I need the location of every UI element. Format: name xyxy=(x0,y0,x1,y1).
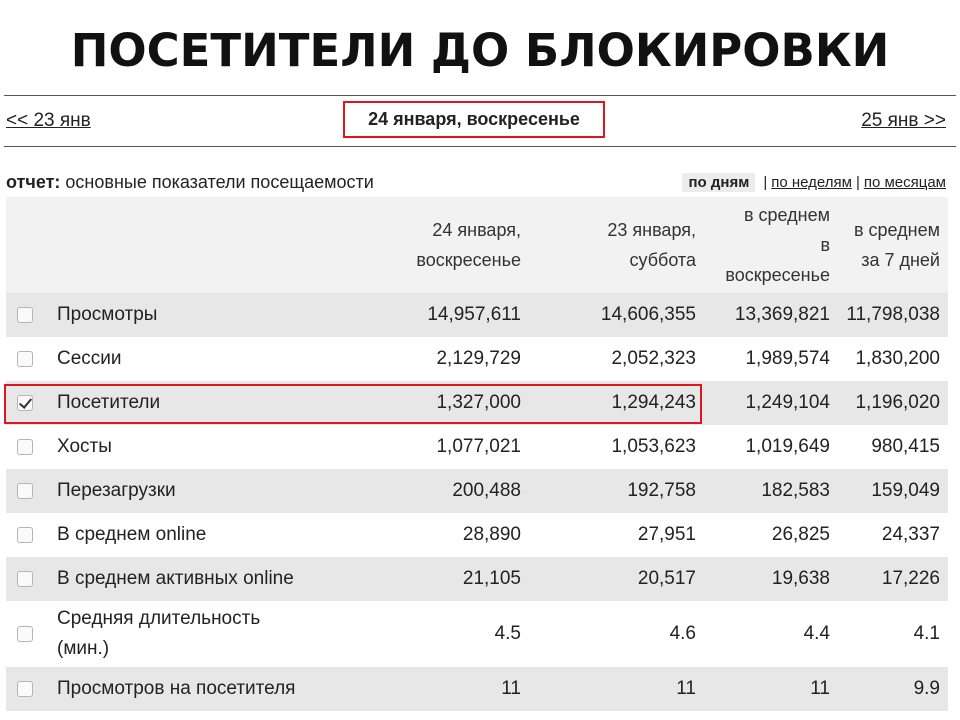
row-value: 17,226 xyxy=(881,568,940,589)
row-value: 21,105 xyxy=(462,568,521,589)
row-checkbox[interactable] xyxy=(17,571,33,587)
row-label: В среднем online xyxy=(57,524,207,545)
row-value: 14,606,355 xyxy=(600,304,696,325)
row-value: 1,294,243 xyxy=(611,392,696,413)
top-divider xyxy=(4,95,956,96)
row-label: Хосты xyxy=(57,436,112,457)
row-checkbox-checked[interactable] xyxy=(17,395,33,411)
row-label-line-2: (мин.) xyxy=(57,638,110,659)
header-col-3: в среднем в воскресенье xyxy=(725,197,830,293)
period-months-link[interactable]: по месяцам xyxy=(863,174,946,191)
row-value: 26,825 xyxy=(771,524,830,545)
row-value: 14,957,611 xyxy=(427,304,521,325)
table-row: В среднем online 28,890 27,951 26,825 24… xyxy=(6,513,948,557)
row-value: 1,830,200 xyxy=(855,348,940,369)
prev-day-link[interactable]: << 23 янв xyxy=(6,110,91,131)
row-checkbox[interactable] xyxy=(17,681,33,697)
row-value: 2,129,729 xyxy=(436,348,521,369)
header-col-3-line-2: в xyxy=(820,235,830,255)
row-value: 11 xyxy=(810,678,830,699)
header-col-4: в среднем за 7 дней xyxy=(854,197,940,293)
table-header: 24 января, воскресенье 23 января, суббот… xyxy=(6,197,948,293)
current-date-label: 24 января, воскресенье xyxy=(368,109,580,129)
row-label: Посетители xyxy=(57,392,161,413)
row-value: 4.5 xyxy=(494,623,521,644)
row-checkbox[interactable] xyxy=(17,483,33,499)
table-row: Средняя длительность (мин.) 4.5 4.6 4.4 … xyxy=(6,601,948,667)
header-col-2-line-1: 23 января, xyxy=(607,220,696,240)
row-checkbox[interactable] xyxy=(17,351,33,367)
header-col-3-line-1: в среднем xyxy=(743,205,830,225)
table-row: Сессии 2,129,729 2,052,323 1,989,574 1,8… xyxy=(6,337,948,381)
next-day-link[interactable]: 25 янв >> xyxy=(861,110,946,131)
report-line: отчет: основные показатели посещаемости xyxy=(6,172,374,193)
row-value: 192,758 xyxy=(627,480,696,501)
row-value: 1,327,000 xyxy=(436,392,521,413)
row-label-line-1: Средняя длительность xyxy=(57,608,261,629)
row-label: Перезагрузки xyxy=(57,480,176,501)
table-row: Перезагрузки 200,488 192,758 182,583 159… xyxy=(6,469,948,513)
row-value: 4.1 xyxy=(913,623,940,644)
header-col-3-line-3: воскресенье xyxy=(725,265,830,285)
header-col-1: 24 января, воскресенье xyxy=(416,197,521,293)
row-value: 200,488 xyxy=(452,480,521,501)
row-value: 20,517 xyxy=(637,568,696,589)
row-value: 1,053,623 xyxy=(611,436,696,457)
table-row-selected: Посетители 1,327,000 1,294,243 1,249,104… xyxy=(6,381,948,425)
report-name: основные показатели посещаемости xyxy=(65,172,374,192)
row-value: 1,989,574 xyxy=(745,348,830,369)
row-value: 4.6 xyxy=(669,623,696,644)
row-value: 11 xyxy=(501,678,521,699)
header-col-4-line-1: в среднем xyxy=(853,220,940,240)
row-checkbox[interactable] xyxy=(17,307,33,323)
slide-title: ПОСЕТИТЕЛИ ДО БЛОКИРОВКИ xyxy=(70,24,890,77)
report-label: отчет: xyxy=(6,172,61,192)
table-row: Просмотров на посетителя 11 11 11 9.9 xyxy=(6,667,948,711)
row-value: 27,951 xyxy=(637,524,696,545)
row-value: 24,337 xyxy=(881,524,940,545)
row-value: 13,369,821 xyxy=(734,304,830,325)
row-value: 19,638 xyxy=(771,568,830,589)
period-days-active: по дням xyxy=(682,173,756,192)
row-label: Просмотров на посетителя xyxy=(57,678,296,699)
period-switch: по дням | по неделям | по месяцам xyxy=(682,173,946,192)
nav-divider xyxy=(4,146,956,147)
header-col-4-line-2: за 7 дней xyxy=(861,250,940,270)
header-col-1-line-1: 24 января, xyxy=(432,220,521,240)
header-col-1-line-2: воскресенье xyxy=(416,250,521,270)
row-checkbox[interactable] xyxy=(17,527,33,543)
row-value: 1,077,021 xyxy=(436,436,521,457)
row-value: 11 xyxy=(676,678,696,699)
separator: | xyxy=(763,174,768,191)
row-value: 1,196,020 xyxy=(855,392,940,413)
current-date: 24 января, воскресенье xyxy=(343,101,605,138)
row-value: 1,249,104 xyxy=(745,392,830,413)
stats-table: 24 января, воскресенье 23 января, суббот… xyxy=(6,197,948,711)
row-value: 182,583 xyxy=(761,480,830,501)
row-value: 2,052,323 xyxy=(611,348,696,369)
row-label: Средняя длительность (мин.) xyxy=(57,604,260,664)
header-col-2: 23 января, суббота xyxy=(607,197,696,293)
row-value: 4.4 xyxy=(803,623,830,644)
period-weeks-link[interactable]: по неделям xyxy=(771,174,852,191)
table-row: Хосты 1,077,021 1,053,623 1,019,649 980,… xyxy=(6,425,948,469)
row-value: 11,798,038 xyxy=(846,304,940,325)
row-checkbox[interactable] xyxy=(17,439,33,455)
row-value: 980,415 xyxy=(871,436,940,457)
row-value: 28,890 xyxy=(462,524,521,545)
row-label: Просмотры xyxy=(57,304,158,325)
row-value: 9.9 xyxy=(913,678,940,699)
separator: | xyxy=(855,174,860,191)
row-value: 1,019,649 xyxy=(745,436,830,457)
table-row: Просмотры 14,957,611 14,606,355 13,369,8… xyxy=(6,293,948,337)
table-row: В среднем активных online 21,105 20,517 … xyxy=(6,557,948,601)
row-label: В среднем активных online xyxy=(57,568,294,589)
row-label: Сессии xyxy=(57,348,122,369)
row-value: 159,049 xyxy=(871,480,940,501)
header-col-2-line-2: суббота xyxy=(629,250,697,270)
row-checkbox[interactable] xyxy=(17,626,33,642)
